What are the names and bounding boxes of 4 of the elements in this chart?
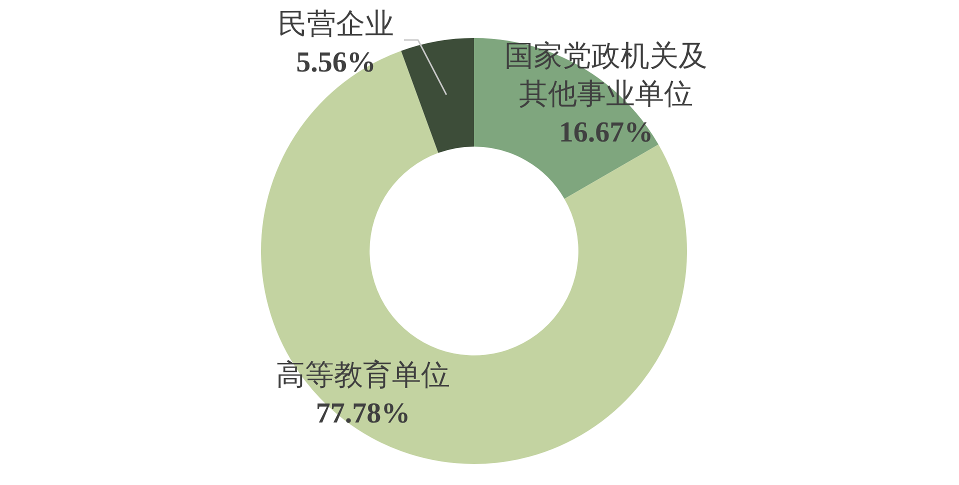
slice-label: 高等教育单位 xyxy=(276,358,450,392)
data-label: 5.56% xyxy=(296,46,376,78)
slice-label: 民营企业 xyxy=(278,8,394,41)
data-label: 16.67% xyxy=(558,116,654,148)
